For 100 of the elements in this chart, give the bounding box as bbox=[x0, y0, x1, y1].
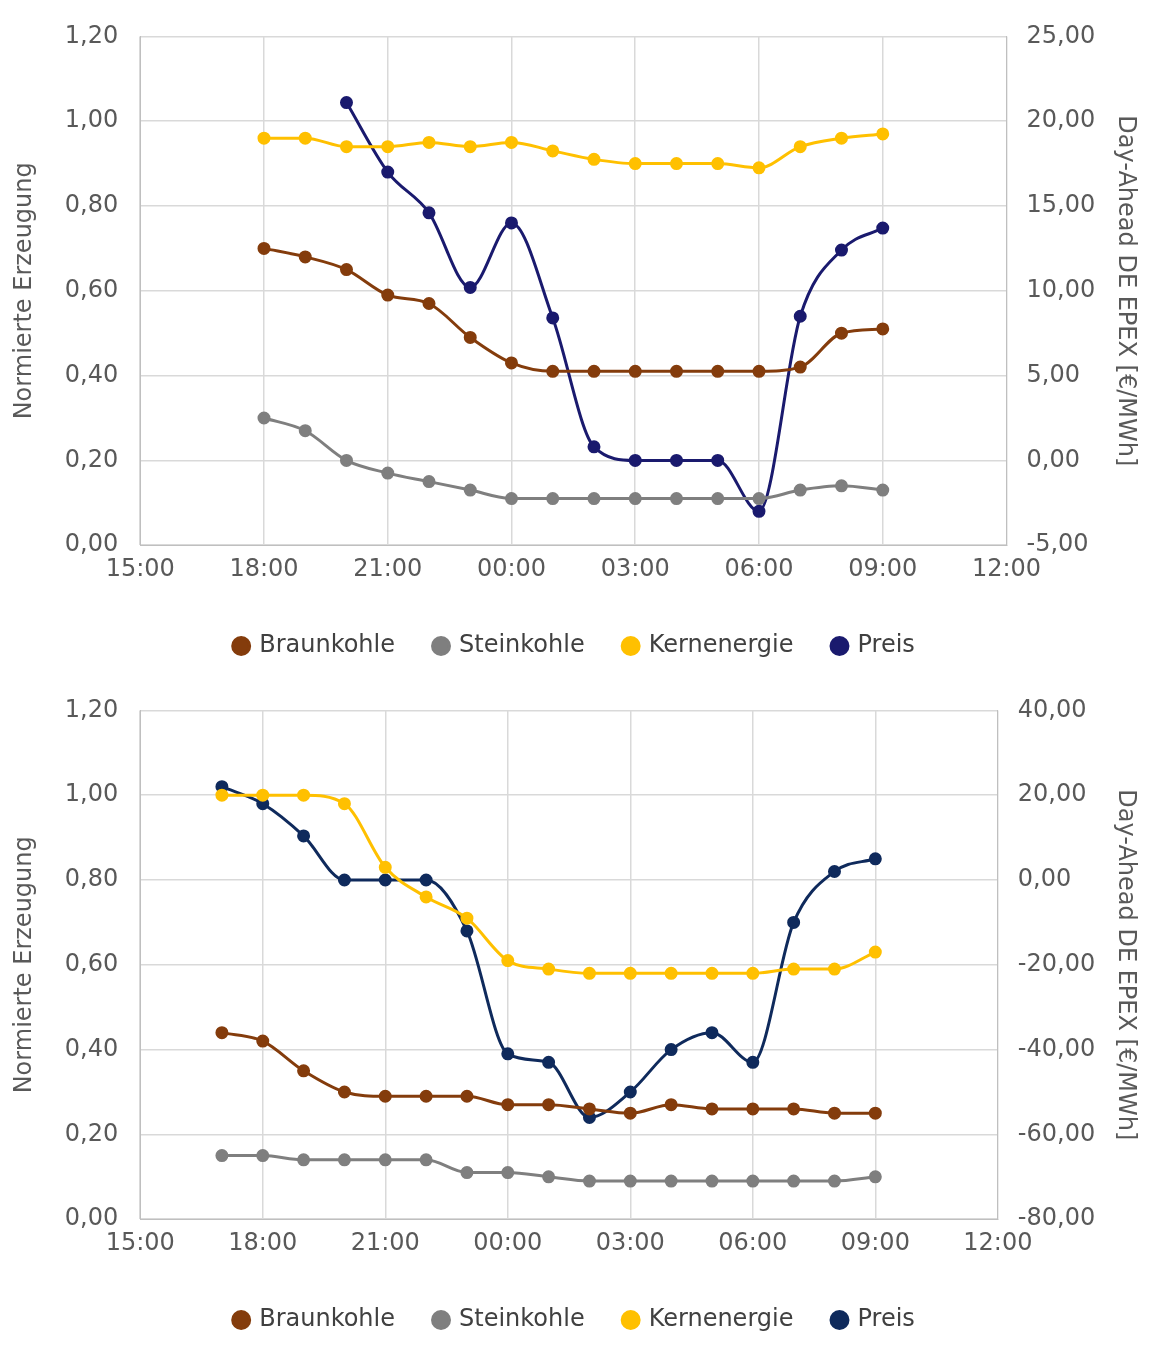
point bbox=[337, 1153, 351, 1167]
x-tick-label: 09:00 bbox=[840, 1227, 910, 1256]
point bbox=[215, 1149, 229, 1163]
point bbox=[827, 1106, 841, 1120]
point bbox=[787, 1102, 801, 1116]
point bbox=[297, 788, 311, 802]
x-tick-label: 21:00 bbox=[353, 553, 423, 582]
point bbox=[422, 475, 436, 489]
y-axis-title: Normierte Erzeugung bbox=[8, 162, 37, 420]
point bbox=[876, 221, 890, 235]
x-tick-label: 06:00 bbox=[724, 553, 794, 582]
point bbox=[381, 466, 395, 480]
point bbox=[664, 1043, 678, 1057]
y-tick-label: 0,20 bbox=[64, 444, 119, 473]
point bbox=[257, 241, 271, 255]
point bbox=[834, 131, 848, 145]
y2-axis-title: Day-Ahead DE EPEX [€/MWh] bbox=[1113, 789, 1142, 1141]
point bbox=[339, 96, 353, 110]
point bbox=[256, 788, 270, 802]
x-tick-label: 03:00 bbox=[600, 553, 670, 582]
point bbox=[582, 1102, 596, 1116]
point bbox=[752, 504, 766, 518]
point bbox=[339, 140, 353, 154]
point bbox=[501, 1047, 515, 1061]
point bbox=[546, 144, 560, 158]
point bbox=[664, 1098, 678, 1112]
point bbox=[546, 492, 560, 506]
point bbox=[422, 135, 436, 149]
point bbox=[422, 206, 436, 220]
point bbox=[623, 966, 637, 980]
point bbox=[628, 453, 642, 467]
point bbox=[793, 483, 807, 497]
point bbox=[463, 140, 477, 154]
point bbox=[827, 1174, 841, 1188]
point bbox=[669, 157, 683, 171]
point bbox=[582, 1174, 596, 1188]
point bbox=[378, 1089, 392, 1103]
point bbox=[339, 263, 353, 277]
point bbox=[787, 962, 801, 976]
point bbox=[628, 364, 642, 378]
point bbox=[337, 1085, 351, 1099]
point bbox=[628, 157, 642, 171]
point bbox=[542, 962, 556, 976]
y2-tick-label: 15,00 bbox=[1026, 190, 1096, 219]
y2-tick-label: 40,00 bbox=[1017, 694, 1087, 723]
point bbox=[587, 492, 601, 506]
point bbox=[746, 966, 760, 980]
point bbox=[793, 309, 807, 323]
point bbox=[827, 962, 841, 976]
point bbox=[504, 492, 518, 506]
point bbox=[298, 424, 312, 438]
point bbox=[834, 243, 848, 257]
y2-tick-label: 5,00 bbox=[1026, 359, 1080, 388]
point bbox=[542, 1170, 556, 1184]
point bbox=[337, 797, 351, 811]
point bbox=[297, 829, 311, 843]
point bbox=[378, 860, 392, 874]
y2-tick-label: -40,00 bbox=[1017, 1033, 1096, 1062]
point bbox=[256, 1149, 270, 1163]
point bbox=[422, 297, 436, 311]
point bbox=[463, 330, 477, 344]
point bbox=[711, 453, 725, 467]
point bbox=[419, 890, 433, 904]
y2-tick-label: -60,00 bbox=[1017, 1118, 1096, 1147]
legend-label: Preis bbox=[857, 630, 915, 659]
point bbox=[664, 1174, 678, 1188]
point bbox=[542, 1055, 556, 1069]
point bbox=[419, 1153, 433, 1167]
point bbox=[337, 873, 351, 887]
point bbox=[339, 453, 353, 467]
point bbox=[378, 873, 392, 887]
point bbox=[546, 364, 560, 378]
point bbox=[623, 1174, 637, 1188]
point bbox=[542, 1098, 556, 1112]
point bbox=[752, 364, 766, 378]
point bbox=[587, 152, 601, 166]
point bbox=[504, 216, 518, 230]
y2-tick-label: 25,00 bbox=[1026, 20, 1096, 49]
x-tick-label: 03:00 bbox=[595, 1227, 665, 1256]
y-tick-label: 0,60 bbox=[64, 949, 119, 978]
point bbox=[711, 492, 725, 506]
point bbox=[504, 135, 518, 149]
point bbox=[215, 788, 229, 802]
point bbox=[711, 364, 725, 378]
y2-tick-label: 20,00 bbox=[1017, 779, 1087, 808]
point bbox=[746, 1055, 760, 1069]
point bbox=[623, 1106, 637, 1120]
legend-label: Steinkohle bbox=[459, 630, 585, 659]
point bbox=[257, 411, 271, 425]
point bbox=[669, 492, 683, 506]
point bbox=[876, 322, 890, 336]
point bbox=[587, 440, 601, 454]
y2-tick-label: 0,00 bbox=[1026, 444, 1080, 473]
point bbox=[419, 873, 433, 887]
point bbox=[587, 364, 601, 378]
point bbox=[705, 1026, 719, 1040]
y-tick-label: 0,40 bbox=[64, 359, 119, 388]
point bbox=[876, 127, 890, 141]
x-tick-label: 18:00 bbox=[228, 1227, 298, 1256]
point bbox=[834, 479, 848, 493]
